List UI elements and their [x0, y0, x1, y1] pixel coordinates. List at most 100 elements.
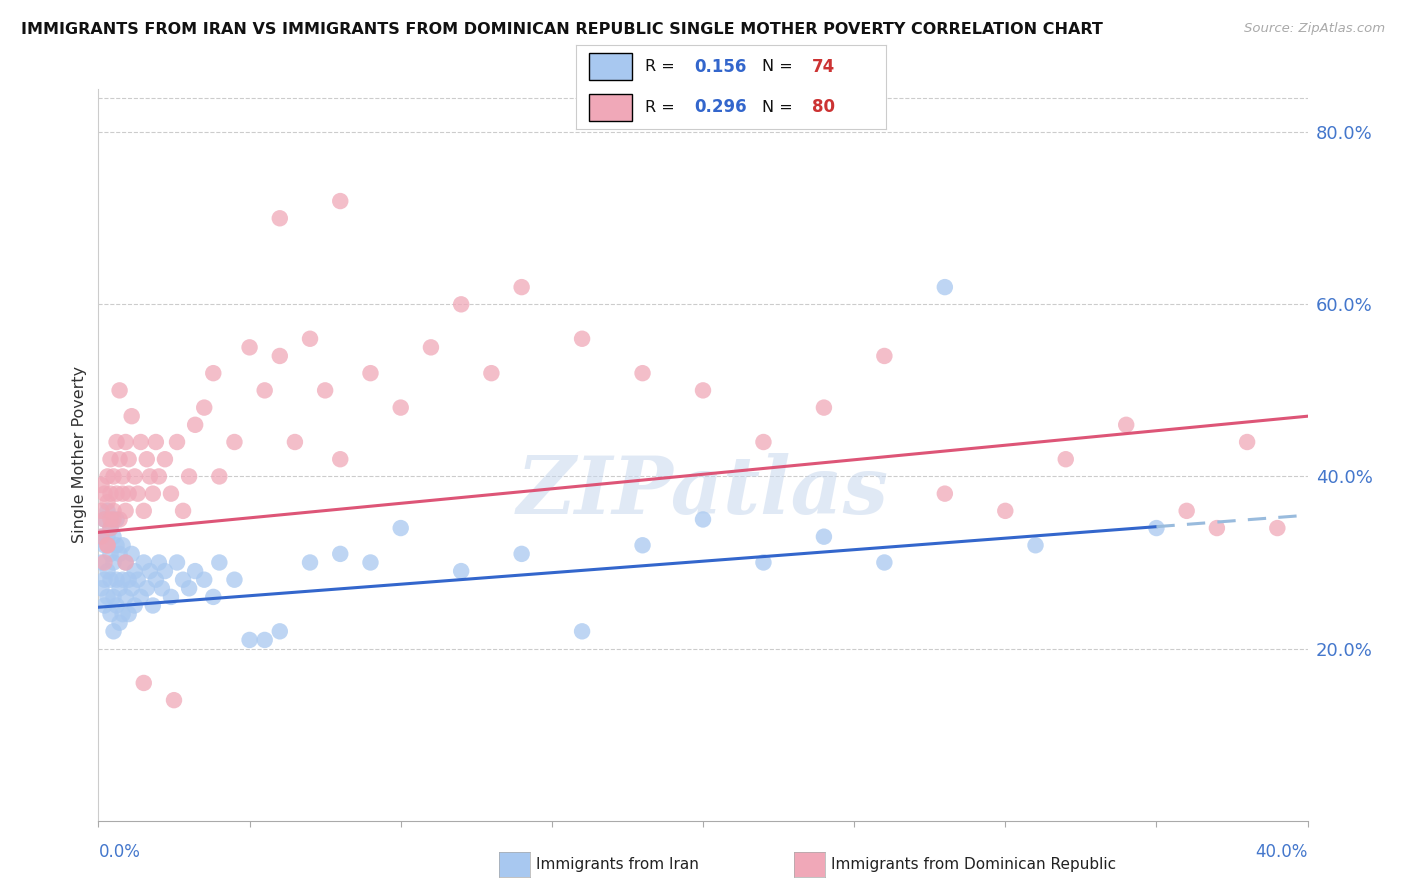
FancyBboxPatch shape	[589, 54, 633, 80]
Point	[103, 530, 125, 544]
Point	[934, 280, 956, 294]
Point	[202, 366, 225, 380]
Point	[631, 538, 654, 552]
Point	[100, 521, 122, 535]
Point	[481, 366, 503, 380]
Point	[389, 521, 412, 535]
Point	[172, 504, 194, 518]
Point	[121, 409, 143, 424]
Point	[103, 556, 125, 570]
Point	[108, 452, 131, 467]
Point	[239, 632, 262, 647]
Point	[166, 556, 188, 570]
Text: 0.296: 0.296	[695, 98, 747, 116]
Text: 0.156: 0.156	[695, 58, 747, 76]
Point	[114, 556, 136, 570]
Point	[103, 590, 125, 604]
Point	[132, 504, 155, 518]
Point	[153, 452, 176, 467]
Point	[100, 521, 122, 535]
Text: Immigrants from Iran: Immigrants from Iran	[536, 857, 699, 871]
Point	[1175, 504, 1198, 518]
Text: R =: R =	[644, 100, 679, 115]
Point	[179, 582, 201, 596]
Point	[118, 486, 141, 500]
Point	[1236, 435, 1258, 450]
Point	[145, 573, 167, 587]
Point	[105, 435, 128, 450]
Point	[135, 452, 157, 467]
Point	[631, 366, 654, 380]
Point	[253, 632, 276, 647]
Point	[111, 607, 134, 621]
Point	[118, 452, 141, 467]
Point	[269, 211, 291, 226]
Point	[90, 530, 112, 544]
Point	[100, 573, 122, 587]
Point	[139, 564, 162, 578]
Point	[172, 573, 194, 587]
Point	[329, 452, 352, 467]
Text: ZIPatlas: ZIPatlas	[517, 453, 889, 530]
Point	[208, 556, 231, 570]
Point	[93, 556, 115, 570]
Point	[139, 469, 162, 483]
Point	[118, 573, 141, 587]
Point	[90, 504, 112, 518]
Point	[299, 556, 322, 570]
Point	[111, 469, 134, 483]
Point	[994, 504, 1017, 518]
Point	[389, 401, 412, 415]
Point	[752, 556, 775, 570]
Point	[135, 582, 157, 596]
Point	[127, 573, 149, 587]
Point	[100, 452, 122, 467]
Point	[1144, 521, 1167, 535]
Point	[1267, 521, 1289, 535]
Point	[124, 599, 146, 613]
Point	[96, 590, 118, 604]
Point	[510, 547, 533, 561]
Point	[111, 486, 134, 500]
Text: R =: R =	[644, 59, 679, 74]
Point	[239, 340, 262, 354]
Point	[208, 469, 231, 483]
Point	[93, 599, 115, 613]
Point	[108, 512, 131, 526]
Point	[90, 582, 112, 596]
Point	[184, 564, 207, 578]
Point	[90, 478, 112, 492]
Point	[142, 486, 165, 500]
Point	[1054, 452, 1077, 467]
Point	[1024, 538, 1046, 552]
Point	[124, 469, 146, 483]
Point	[193, 573, 215, 587]
Point	[224, 435, 246, 450]
Point	[752, 435, 775, 450]
Point	[145, 435, 167, 450]
Point	[873, 349, 896, 363]
Point	[934, 486, 956, 500]
Point	[329, 194, 352, 208]
Point	[284, 435, 307, 450]
Text: Immigrants from Dominican Republic: Immigrants from Dominican Republic	[831, 857, 1116, 871]
Point	[105, 538, 128, 552]
Point	[329, 547, 352, 561]
Text: 0.0%: 0.0%	[98, 843, 141, 861]
Point	[132, 556, 155, 570]
Point	[692, 384, 714, 398]
Point	[105, 599, 128, 613]
Point	[450, 564, 472, 578]
Point	[114, 435, 136, 450]
Point	[166, 435, 188, 450]
Point	[93, 538, 115, 552]
Point	[100, 607, 122, 621]
Point	[299, 332, 322, 346]
Point	[93, 512, 115, 526]
Point	[160, 486, 183, 500]
Point	[124, 564, 146, 578]
Point	[93, 486, 115, 500]
Point	[132, 676, 155, 690]
Point	[1115, 417, 1137, 432]
Point	[813, 401, 835, 415]
